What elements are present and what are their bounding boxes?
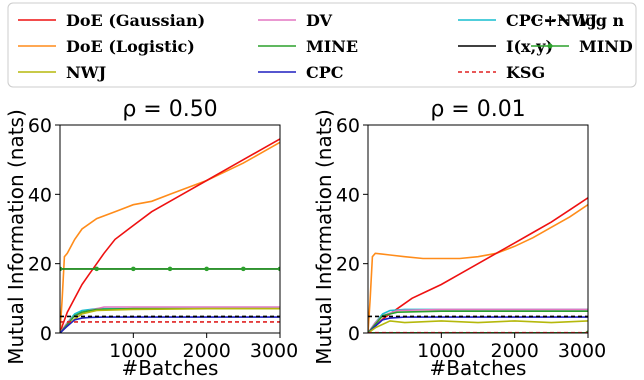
mind-marker bbox=[204, 266, 209, 272]
y-tick-label: 40 bbox=[336, 184, 360, 206]
mind-marker bbox=[241, 266, 246, 272]
legend-label: DV bbox=[306, 11, 333, 30]
legend-item-nwj: NWJ bbox=[18, 63, 106, 82]
series-mine bbox=[60, 307, 280, 333]
legend-frame bbox=[7, 2, 637, 88]
y-tick-label: 60 bbox=[28, 115, 52, 137]
legend-item-log-n: log n bbox=[531, 11, 625, 30]
plot-frame bbox=[59, 124, 281, 334]
y-tick-label: 0 bbox=[348, 323, 360, 345]
legend-label: I(x,y) bbox=[506, 37, 553, 56]
mind-marker bbox=[131, 266, 136, 272]
x-tick-label: 2000 bbox=[490, 340, 538, 362]
x-tick-label: 2000 bbox=[182, 340, 230, 362]
plot-frame bbox=[367, 124, 589, 334]
legend-label: CPC bbox=[306, 63, 344, 82]
legend-label: DoE (Gaussian) bbox=[66, 11, 205, 30]
series-cpc-nwj bbox=[60, 307, 280, 333]
series-doe-logistic bbox=[368, 204, 588, 333]
legend-item-cpc: CPC bbox=[258, 63, 344, 82]
legend-label: DoE (Logistic) bbox=[66, 37, 195, 56]
mind-marker bbox=[94, 266, 99, 272]
plot-title: ρ = 0.01 bbox=[430, 97, 525, 122]
series-mine bbox=[368, 310, 588, 333]
y-axis-label: Mutual Information (nats) bbox=[312, 109, 336, 365]
x-tick-label: 1000 bbox=[417, 340, 465, 362]
plot-left: ρ = 0.50 1000 2000 3000 0 20 40 60 #Batches Mutua… bbox=[4, 97, 298, 380]
series-group bbox=[60, 138, 280, 333]
series-doe-gaussian bbox=[60, 138, 280, 333]
y-axis-label: Mutual Information (nats) bbox=[4, 109, 28, 365]
x-tick-label: 3000 bbox=[558, 340, 606, 362]
mind-marker bbox=[277, 266, 280, 272]
series-cpc bbox=[368, 316, 588, 333]
legend-label: log n bbox=[579, 11, 625, 30]
x-axis-label: #Batches bbox=[122, 356, 219, 380]
legend-item-doe-gaussian: DoE (Gaussian) bbox=[18, 11, 205, 30]
series-cpc-nwj bbox=[368, 308, 588, 333]
series-nwj bbox=[368, 320, 588, 333]
x-tick-label: 1000 bbox=[109, 340, 157, 362]
legend: DoE (Gaussian) DoE (Logistic) NWJ DV MINE CPC… bbox=[7, 2, 637, 88]
legend-label: KSG bbox=[506, 63, 545, 82]
series-cpc bbox=[60, 316, 280, 333]
series-doe-logistic bbox=[60, 141, 280, 333]
series-group bbox=[368, 197, 588, 333]
legend-item-dv: DV bbox=[258, 11, 333, 30]
plot-right: ρ = 0.01 1000 2000 3000 0 20 40 60 #Batches Mutua… bbox=[312, 97, 606, 380]
y-tick-label: 20 bbox=[336, 254, 360, 276]
series-doe-gaussian bbox=[368, 197, 588, 333]
series-nwj bbox=[60, 307, 280, 333]
plot-title: ρ = 0.50 bbox=[122, 97, 217, 122]
legend-label: CPC+NWJ bbox=[506, 11, 597, 30]
legend-item-mine: MINE bbox=[258, 37, 358, 56]
legend-item-i-x-y: I(x,y) bbox=[458, 37, 553, 56]
legend-label: MIND bbox=[579, 37, 633, 56]
legend-item-doe-logistic: DoE (Logistic) bbox=[18, 37, 195, 56]
y-tick-label: 60 bbox=[336, 115, 360, 137]
y-tick-label: 20 bbox=[28, 254, 52, 276]
y-tick-label: 40 bbox=[28, 184, 52, 206]
legend-item-cpc-nwj: CPC+NWJ bbox=[458, 11, 597, 30]
legend-label: NWJ bbox=[66, 63, 106, 82]
legend-label: MINE bbox=[306, 37, 358, 56]
x-tick-label: 3000 bbox=[250, 340, 298, 362]
mind-marker bbox=[167, 266, 173, 272]
y-tick-label: 0 bbox=[40, 323, 52, 345]
mind-marker bbox=[60, 266, 63, 272]
x-axis-label: #Batches bbox=[430, 356, 527, 380]
series-dv bbox=[368, 308, 588, 333]
legend-marker bbox=[547, 43, 553, 49]
legend-item-mind: MIND bbox=[531, 37, 633, 56]
legend-item-ksg: KSG bbox=[458, 63, 545, 82]
